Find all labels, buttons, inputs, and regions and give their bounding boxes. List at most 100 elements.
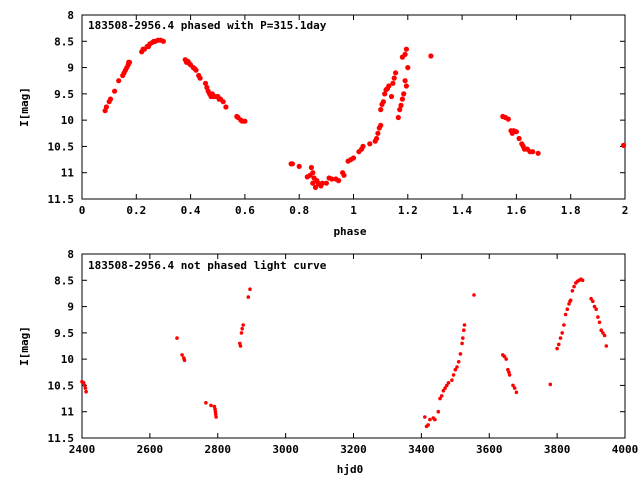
data-point	[562, 323, 566, 327]
data-point	[197, 75, 203, 81]
data-point	[386, 83, 392, 89]
data-point	[239, 331, 244, 335]
data-point	[213, 412, 218, 417]
data-point	[83, 386, 88, 390]
data-point	[204, 401, 208, 405]
data-point	[401, 91, 407, 97]
x-tick-label: 1	[350, 204, 357, 217]
plot-frame	[81, 253, 626, 439]
data-point	[455, 365, 459, 369]
y-tick-label: 8	[67, 9, 74, 22]
y-tick-label: 9	[67, 62, 74, 75]
data-point	[462, 323, 467, 327]
data-point	[246, 295, 251, 299]
data-point	[380, 99, 386, 105]
data-point	[580, 278, 585, 283]
data-point	[512, 386, 517, 390]
data-point	[220, 99, 226, 105]
data-point	[378, 122, 384, 128]
data-point	[242, 118, 248, 124]
y-tick-label: 8.5	[54, 274, 74, 287]
data-point	[460, 341, 464, 346]
data-point	[405, 65, 411, 71]
x-ticks: 2400 2600 2800 3000 3200 3400 3600 3800 4000	[69, 254, 639, 456]
data-point	[458, 352, 463, 356]
y-tick-label: 10	[61, 114, 74, 127]
unphased-light-curve-chart: 183508-2956.4 not phased light curve hjd…	[18, 248, 638, 476]
data-point	[248, 287, 252, 292]
x-tick-label: 4000	[612, 443, 639, 456]
y-axis-label: I[mag]	[18, 87, 31, 127]
data-point	[461, 336, 465, 340]
data-point	[591, 299, 595, 304]
data-point	[103, 104, 109, 110]
data-point	[223, 104, 229, 110]
x-tick-label: 2800	[205, 443, 232, 456]
data-point	[507, 373, 512, 377]
data-point	[378, 107, 384, 113]
data-point	[505, 116, 511, 122]
x-tick-label: 0.6	[235, 204, 255, 217]
data-points	[80, 277, 609, 429]
data-point	[180, 353, 184, 357]
data-point	[596, 315, 600, 319]
y-tick-label: 10.5	[48, 379, 75, 392]
x-tick-label: 3800	[544, 443, 571, 456]
y-tick-label: 9.5	[54, 327, 74, 340]
data-point	[516, 135, 522, 142]
x-tick-label: 0.4	[181, 204, 201, 217]
data-point	[310, 180, 316, 186]
x-tick-label: 0.2	[126, 204, 146, 217]
data-point	[375, 130, 381, 136]
data-point	[402, 78, 408, 84]
data-point	[568, 298, 573, 303]
data-point	[238, 344, 243, 348]
data-point	[390, 80, 396, 86]
data-point	[82, 383, 87, 388]
data-point	[329, 176, 335, 182]
data-point	[312, 184, 319, 190]
data-point	[621, 142, 627, 148]
data-point	[563, 312, 568, 317]
x-tick-label: 3200	[340, 443, 367, 456]
data-point	[530, 149, 536, 155]
data-point	[423, 415, 427, 419]
data-point	[308, 164, 314, 171]
data-point	[450, 378, 454, 383]
data-point	[367, 141, 373, 147]
data-point	[175, 336, 179, 340]
data-point	[160, 38, 166, 44]
data-point	[433, 417, 437, 422]
data-point	[570, 289, 575, 293]
data-point	[403, 46, 409, 52]
x-tick-label: 2600	[137, 443, 164, 456]
data-point	[453, 367, 458, 372]
data-point	[426, 423, 431, 427]
data-point	[398, 102, 404, 108]
x-tick-label: 1.8	[561, 204, 581, 217]
data-point	[84, 389, 88, 394]
data-points	[102, 37, 627, 190]
data-point	[289, 161, 295, 167]
data-point	[399, 96, 405, 102]
phased-light-curve-chart: 183508-2956.4 phased with P=315.1day pha…	[18, 9, 628, 238]
data-point	[202, 80, 209, 86]
x-tick-label: 1.2	[398, 204, 418, 217]
data-point	[535, 150, 541, 156]
y-tick-label: 11	[61, 406, 75, 419]
data-point	[241, 323, 245, 327]
x-tick-label: 2400	[69, 443, 96, 456]
data-point	[296, 163, 302, 169]
data-point	[451, 373, 456, 377]
data-point	[336, 178, 342, 184]
data-point	[446, 381, 451, 385]
data-point	[599, 328, 603, 333]
x-tick-label: 0.8	[289, 204, 309, 217]
y-tick-label: 9	[67, 301, 74, 314]
data-point	[555, 346, 559, 351]
y-tick-label: 10	[61, 353, 74, 366]
data-point	[472, 293, 476, 297]
x-ticks: 0 0.2 0.4 0.6 0.8 1 1.2 1.4 1.6 1.8 2	[79, 15, 628, 217]
data-point	[319, 180, 325, 186]
